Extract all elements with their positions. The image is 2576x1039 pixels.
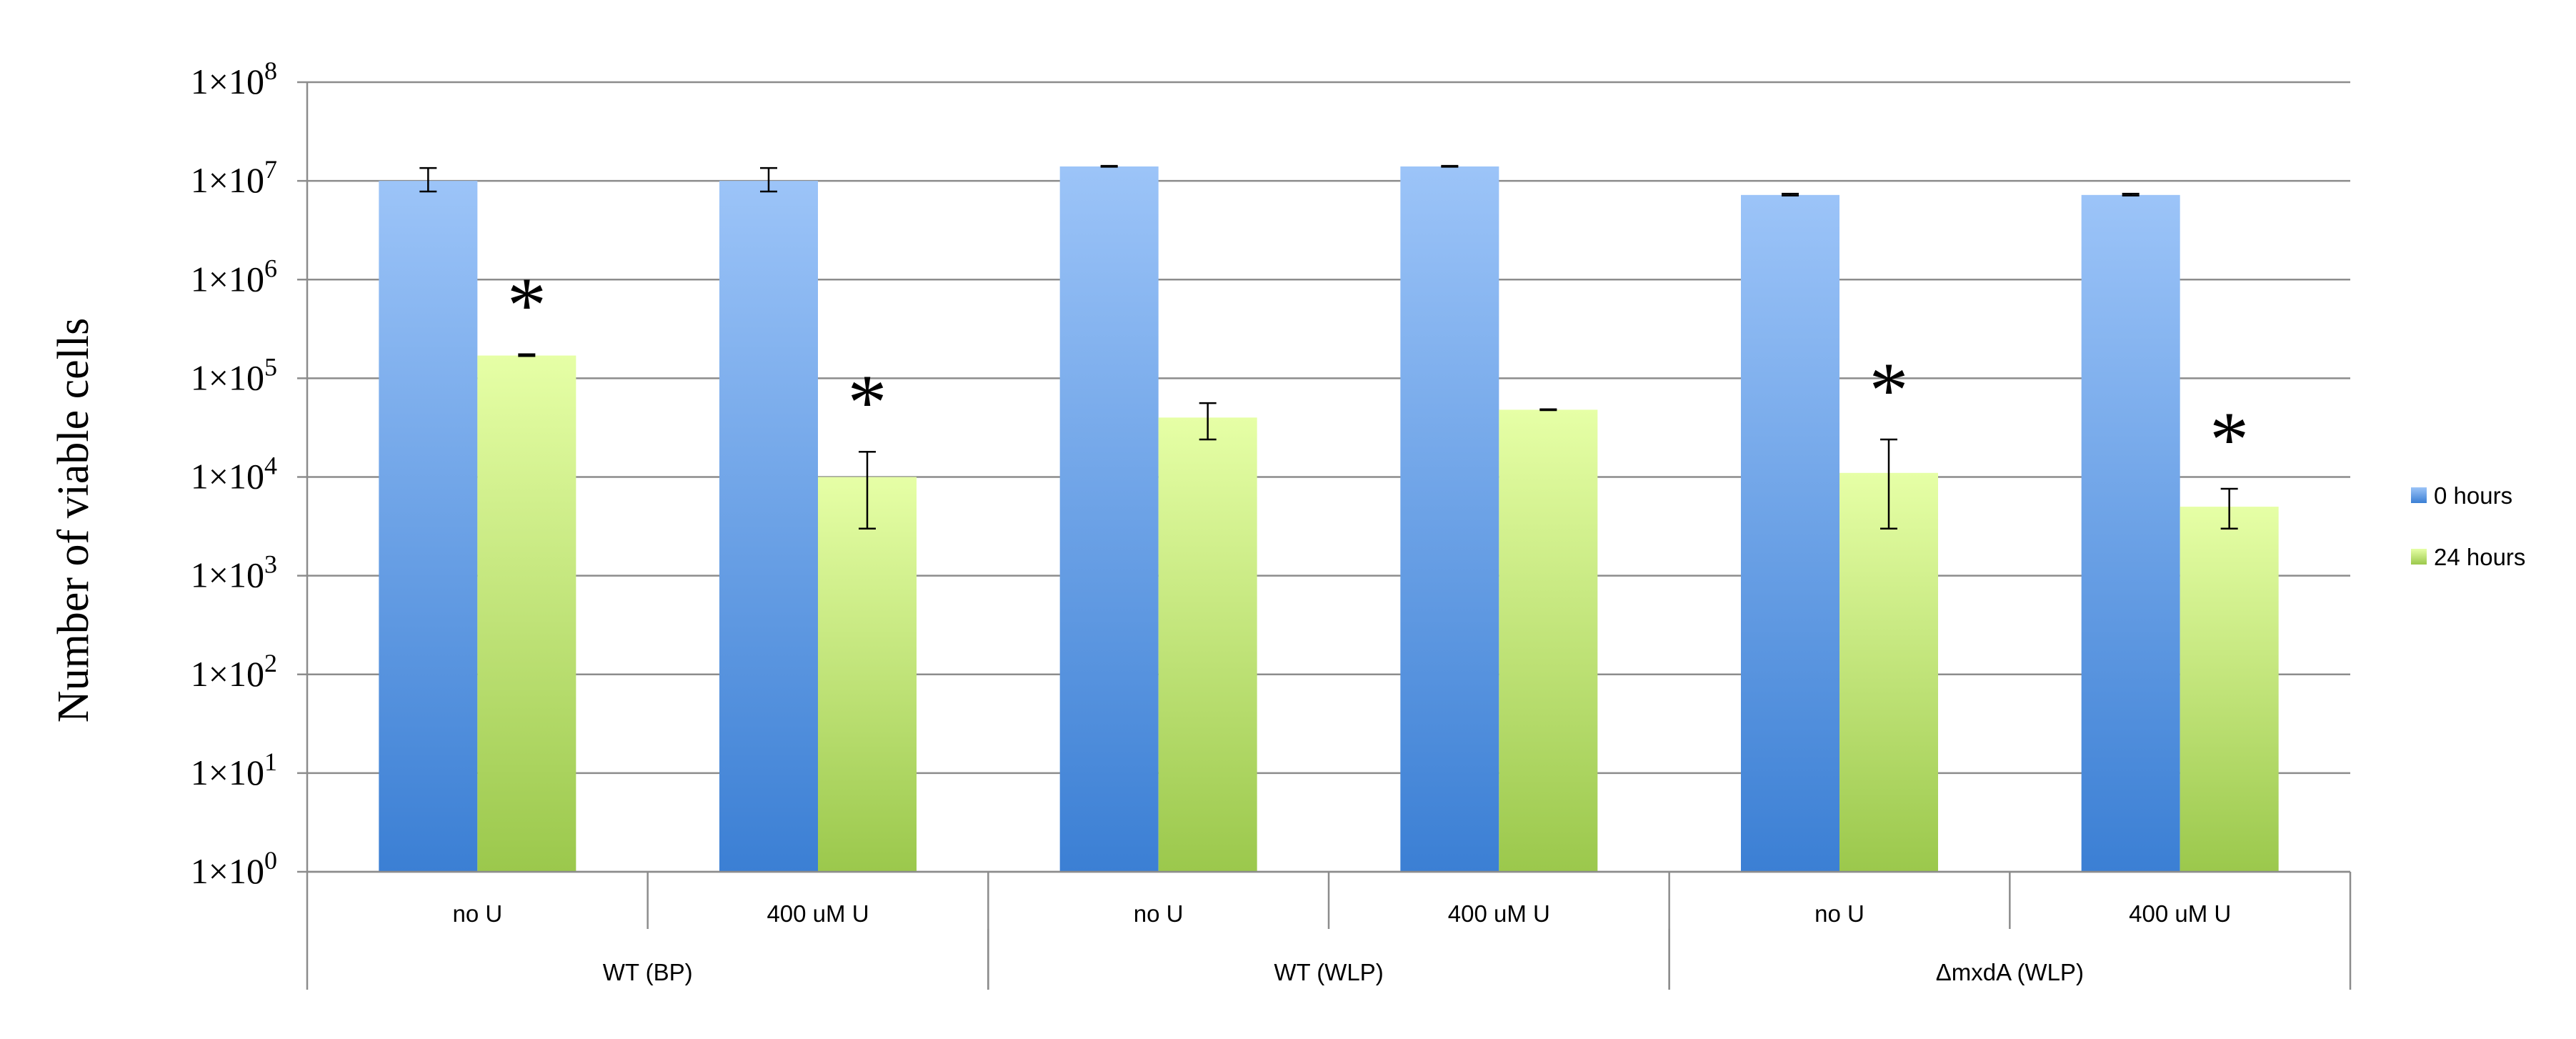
y-tick-label: 1×102	[191, 649, 277, 694]
category-label: no U	[1814, 900, 1864, 927]
bar	[818, 477, 917, 872]
y-tick-label: 1×104	[191, 452, 277, 497]
bar	[477, 355, 576, 872]
bar	[2180, 507, 2279, 872]
significance-marker: *	[2210, 396, 2249, 483]
bar	[1839, 472, 1938, 872]
category-label: no U	[1134, 900, 1184, 927]
bar	[719, 181, 818, 872]
legend-label: 24 hours	[2434, 544, 2525, 570]
y-axis-label: Number of viable cells	[49, 318, 98, 722]
bar	[1499, 409, 1598, 872]
group-label: ΔmxdA (WLP)	[1936, 959, 2084, 985]
bar	[1741, 194, 1839, 873]
legend-label: 0 hours	[2434, 482, 2512, 509]
category-label: no U	[452, 900, 502, 927]
bar	[379, 181, 478, 872]
bar	[2081, 194, 2180, 873]
significance-marker: *	[507, 262, 546, 349]
y-tick-label: 1×108	[191, 56, 277, 101]
group-label: WT (BP)	[603, 959, 693, 985]
significance-marker: *	[1869, 347, 1909, 434]
category-label: 400 uM U	[767, 900, 869, 927]
y-tick-label: 1×106	[191, 254, 277, 299]
y-tick-label: 1×100	[191, 846, 277, 891]
legend: 0 hours 24 hours	[2411, 482, 2525, 570]
bars: * * * *	[379, 164, 2279, 873]
y-tick-label: 1×101	[191, 747, 277, 792]
bar	[1059, 166, 1159, 873]
group-label: WT (WLP)	[1274, 959, 1383, 985]
bar	[1158, 417, 1257, 872]
y-tick-label: 1×107	[191, 155, 277, 200]
y-tick-label: 1×103	[191, 550, 277, 595]
bar	[1400, 166, 1499, 873]
legend-swatch	[2411, 487, 2427, 503]
y-tick-label: 1×105	[191, 352, 277, 397]
category-label: 400 uM U	[2129, 900, 2231, 927]
gridlines	[307, 81, 2350, 873]
axes: 1×100 1×101 1×102 1×103 1×104 1×105 1×106 1×107…	[191, 56, 2352, 990]
significance-marker: *	[848, 359, 887, 446]
legend-swatch	[2411, 549, 2427, 565]
category-label: 400 uM U	[1448, 900, 1550, 927]
